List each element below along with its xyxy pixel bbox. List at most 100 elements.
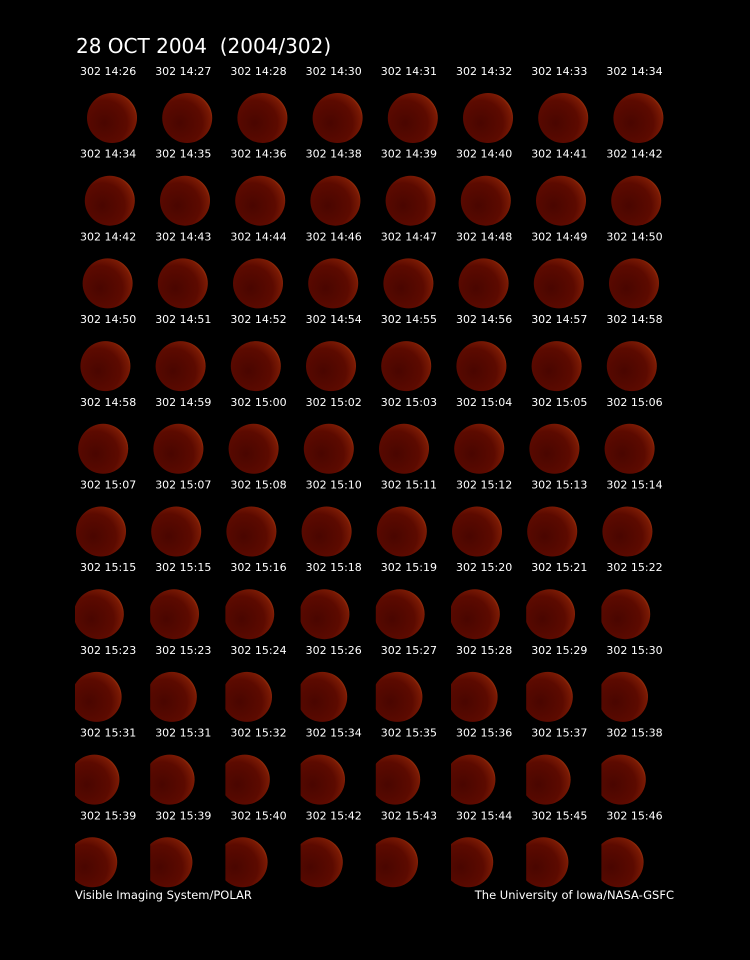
earth-image	[613, 93, 664, 143]
frame-label: 302 15:44	[456, 809, 512, 822]
frame-label: 302 14:49	[531, 230, 587, 243]
earth-image	[456, 341, 507, 392]
earth-image	[225, 837, 268, 888]
frame-label: 302 15:46	[606, 809, 662, 822]
earth-image	[153, 423, 204, 474]
earth-image	[300, 754, 345, 805]
frame-label: 302 14:44	[230, 230, 286, 243]
frame-label: 302 15:06	[606, 396, 662, 409]
earth-image	[451, 589, 500, 640]
earth-image	[526, 671, 573, 722]
frame-label: 302 14:39	[381, 148, 437, 161]
frame-label: 302 15:08	[230, 479, 286, 492]
earth-image	[235, 175, 286, 226]
frame-label: 302 14:30	[306, 65, 362, 78]
frame-label: 302 15:21	[531, 561, 587, 574]
earth-image	[451, 754, 496, 805]
earth-image	[376, 506, 427, 557]
earth-image	[375, 671, 423, 722]
earth-image	[226, 506, 277, 557]
frame-label: 302 14:57	[531, 313, 587, 326]
earth-image	[75, 671, 122, 722]
frame-label: 302 15:39	[155, 809, 211, 822]
earth-image	[150, 589, 199, 640]
earth-image	[75, 754, 120, 805]
earth-image	[458, 258, 509, 309]
frame-label: 302 14:52	[230, 313, 286, 326]
earth-image	[606, 341, 657, 392]
frame-label: 302 15:13	[531, 479, 587, 492]
earth-image	[76, 506, 126, 557]
earth-image	[526, 837, 569, 888]
frame-label: 302 15:22	[606, 561, 662, 574]
frame-label: 302 15:30	[606, 644, 662, 657]
earth-image	[160, 175, 210, 226]
earth-image	[385, 175, 436, 226]
earth-image	[301, 506, 352, 557]
earth-image	[237, 93, 288, 143]
earth-image	[529, 423, 580, 474]
frame-label: 302 15:23	[80, 644, 136, 657]
frame-label: 302 14:50	[606, 230, 662, 243]
earth-image	[611, 175, 662, 226]
frame-label: 302 15:23	[155, 644, 211, 657]
frame-label: 302 15:37	[531, 727, 587, 740]
frame-label: 302 15:36	[456, 727, 512, 740]
frame-label: 302 14:56	[456, 313, 512, 326]
earth-image	[527, 506, 578, 557]
frame-label: 302 15:02	[306, 396, 362, 409]
earth-image	[383, 258, 434, 309]
frame-label: 302 15:24	[230, 644, 286, 657]
earth-image	[84, 175, 135, 226]
earth-image	[75, 837, 118, 888]
frame-label: 302 14:47	[381, 230, 437, 243]
frame-label: 302 15:19	[381, 561, 437, 574]
frame-label: 302 15:15	[155, 561, 211, 574]
footer-left: Visible Imaging System/POLAR	[75, 888, 252, 902]
frame-label: 302 15:45	[531, 809, 587, 822]
frame-label: 302 15:14	[606, 479, 662, 492]
earth-image	[604, 423, 655, 474]
earth-image	[375, 754, 421, 805]
earth-image	[308, 258, 359, 309]
frame-label: 302 15:42	[306, 809, 362, 822]
title: 28 OCT 2004 (2004/302)	[76, 34, 331, 58]
frame-label: 302 14:46	[306, 230, 362, 243]
earth-image	[601, 589, 651, 640]
earth-image	[451, 837, 494, 888]
frame-label: 302 15:34	[306, 727, 362, 740]
frame-label: 302 14:36	[230, 148, 286, 161]
earth-image	[454, 423, 505, 474]
frame-label: 302 15:16	[230, 561, 286, 574]
frame-label: 302 15:31	[80, 727, 136, 740]
frame-label: 302 14:54	[306, 313, 362, 326]
earth-image	[150, 837, 193, 888]
earth-image	[601, 671, 648, 722]
frame-label: 302 15:00	[230, 396, 286, 409]
frame-label: 302 15:28	[456, 644, 512, 657]
frame-label: 302 14:41	[531, 148, 587, 161]
earth-image	[601, 754, 646, 805]
frame-label: 302 15:20	[456, 561, 512, 574]
frame-label: 302 15:05	[531, 396, 587, 409]
earth-image	[155, 341, 206, 392]
earth-image	[609, 258, 659, 309]
frame-label: 302 14:32	[456, 65, 512, 78]
frame-label: 302 15:07	[155, 479, 211, 492]
frame-label: 302 14:26	[80, 65, 136, 78]
frame-label: 302 14:31	[381, 65, 437, 78]
frame-label: 302 14:42	[80, 230, 136, 243]
earth-image	[601, 837, 644, 888]
frame-label: 302 14:34	[606, 65, 662, 78]
earth-image	[602, 506, 653, 557]
earth-image	[78, 423, 129, 474]
frame-label: 302 14:34	[80, 148, 136, 161]
frame-label: 302 15:32	[230, 727, 286, 740]
frame-label: 302 14:50	[80, 313, 136, 326]
earth-image	[463, 93, 513, 143]
earth-image	[300, 671, 348, 722]
earth-image	[157, 258, 208, 309]
frame-label: 302 15:04	[456, 396, 512, 409]
frame-label: 302 15:12	[456, 479, 512, 492]
